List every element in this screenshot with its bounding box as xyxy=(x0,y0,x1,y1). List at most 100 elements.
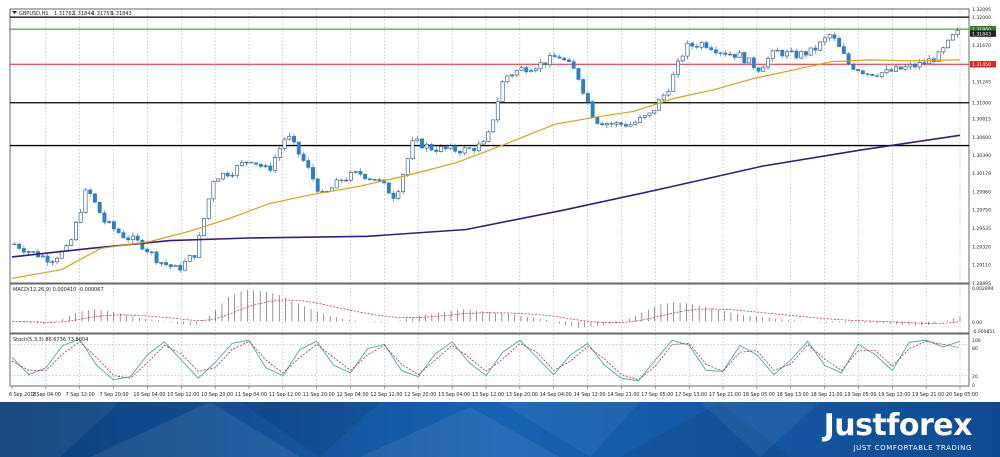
candle-body xyxy=(609,123,614,125)
time-label: 17 Sep 05:00 xyxy=(641,392,673,398)
candle-body xyxy=(348,172,353,181)
candle-body xyxy=(178,265,183,271)
time-label: 20 Sep 05:00 xyxy=(946,392,978,398)
candle-body xyxy=(121,232,126,239)
candle-body xyxy=(903,66,908,70)
stoch-axis-100: 100 xyxy=(972,338,981,344)
banner-polygons xyxy=(0,402,820,457)
candle-body xyxy=(135,235,140,241)
dropdown-triangle-icon[interactable] xyxy=(12,11,17,14)
candle-body xyxy=(410,140,415,159)
ohlc-high: 1.31844 xyxy=(73,11,94,17)
candle-body xyxy=(126,237,131,241)
candle-body xyxy=(576,68,581,80)
candle-body xyxy=(69,239,74,246)
candle-body xyxy=(420,138,424,149)
candle-body xyxy=(358,171,363,175)
candle-body xyxy=(344,179,349,182)
candle-body xyxy=(296,141,301,155)
candle-body xyxy=(780,49,785,57)
candle-body xyxy=(510,74,515,77)
chart-area: 1.32000 1.32095 1.31670 1.31245 1.31000 1.308… xyxy=(9,6,996,398)
candle-body xyxy=(443,146,448,150)
macd-signal-line xyxy=(11,299,961,324)
price-axis-label: 1.29535 xyxy=(972,226,991,232)
time-label: 13 Sep 20:00 xyxy=(506,392,538,398)
candle-body xyxy=(249,161,254,164)
candle-body xyxy=(566,59,571,62)
candle-body xyxy=(282,138,287,149)
candle-body xyxy=(168,264,173,268)
candle-body xyxy=(74,221,78,241)
symbol-title: GBPUSD,H1 xyxy=(19,11,49,17)
time-label: 12 Sep 20:00 xyxy=(404,392,436,398)
candle-body xyxy=(747,57,752,64)
price-marker-label: 1.31843 xyxy=(972,31,991,37)
stoch-axis-80: 80 xyxy=(972,346,978,352)
candle-body xyxy=(476,143,481,152)
candle-body xyxy=(467,147,472,149)
candle-body xyxy=(761,66,766,72)
candle-body xyxy=(657,99,661,111)
price-axis-label: 1.29750 xyxy=(972,208,991,214)
price-axis-label: 1.32095 xyxy=(972,7,991,13)
time-label: 18 Sep 13:00 xyxy=(777,392,809,398)
price-axis-label: 1.29320 xyxy=(972,244,991,250)
time-label: 6 Sep 2018 xyxy=(9,392,36,398)
candle-body xyxy=(827,34,832,39)
price-axis-label: 1.31000 xyxy=(972,101,991,107)
macd-axis-top: 0.002894 xyxy=(972,286,994,292)
candle-body xyxy=(500,81,505,102)
ohlc-low: 1.31753 xyxy=(92,11,113,17)
candle-body xyxy=(837,37,842,47)
candle-body xyxy=(448,145,453,150)
macd-pane-frame xyxy=(9,283,970,334)
candle-body xyxy=(31,251,36,253)
candle-body xyxy=(600,123,605,126)
candle-body xyxy=(538,62,543,70)
candle-body xyxy=(164,262,169,265)
candle-body xyxy=(439,146,443,152)
time-label: 11 Sep 20:00 xyxy=(303,392,335,398)
candle-body xyxy=(102,212,107,223)
candle-body xyxy=(491,119,496,133)
candle-body xyxy=(472,148,477,152)
time-label: 11 Sep 04:00 xyxy=(235,392,267,398)
candle-body xyxy=(552,55,557,58)
candle-body xyxy=(192,255,197,258)
candle-body xyxy=(216,178,221,182)
candle-body xyxy=(377,179,382,181)
price-marker xyxy=(970,25,996,33)
price-axis-label: 1.31245 xyxy=(972,80,991,86)
candle-body xyxy=(789,50,794,53)
candle-body xyxy=(917,62,922,68)
candle-body xyxy=(116,228,121,233)
candle-body xyxy=(898,66,903,70)
price-axis-label: 1.29960 xyxy=(972,190,991,196)
candle-body xyxy=(415,138,420,142)
candle-body xyxy=(642,115,647,118)
candle-body xyxy=(950,34,955,41)
candle-body xyxy=(803,51,808,56)
candle-body xyxy=(268,165,273,171)
candle-body xyxy=(647,112,652,117)
candle-body xyxy=(424,144,429,149)
candle-body xyxy=(751,57,756,69)
time-label: 13 Sep 12:00 xyxy=(472,392,504,398)
stoch-axis-0: 0 xyxy=(972,383,975,389)
candle-body xyxy=(159,262,164,264)
candle-body xyxy=(543,62,548,66)
time-label: 12 Sep 12:00 xyxy=(370,392,402,398)
candle-body xyxy=(353,171,358,173)
candle-body xyxy=(709,47,714,51)
candle-body xyxy=(704,42,709,48)
candle-body xyxy=(879,72,884,77)
candle-body xyxy=(628,124,633,127)
candle-body xyxy=(434,149,439,152)
candle-body xyxy=(652,110,657,114)
candle-body xyxy=(785,51,789,57)
candle-body xyxy=(149,251,154,254)
candle-body xyxy=(206,198,211,219)
time-label: 7 Sep 20:00 xyxy=(100,392,129,398)
